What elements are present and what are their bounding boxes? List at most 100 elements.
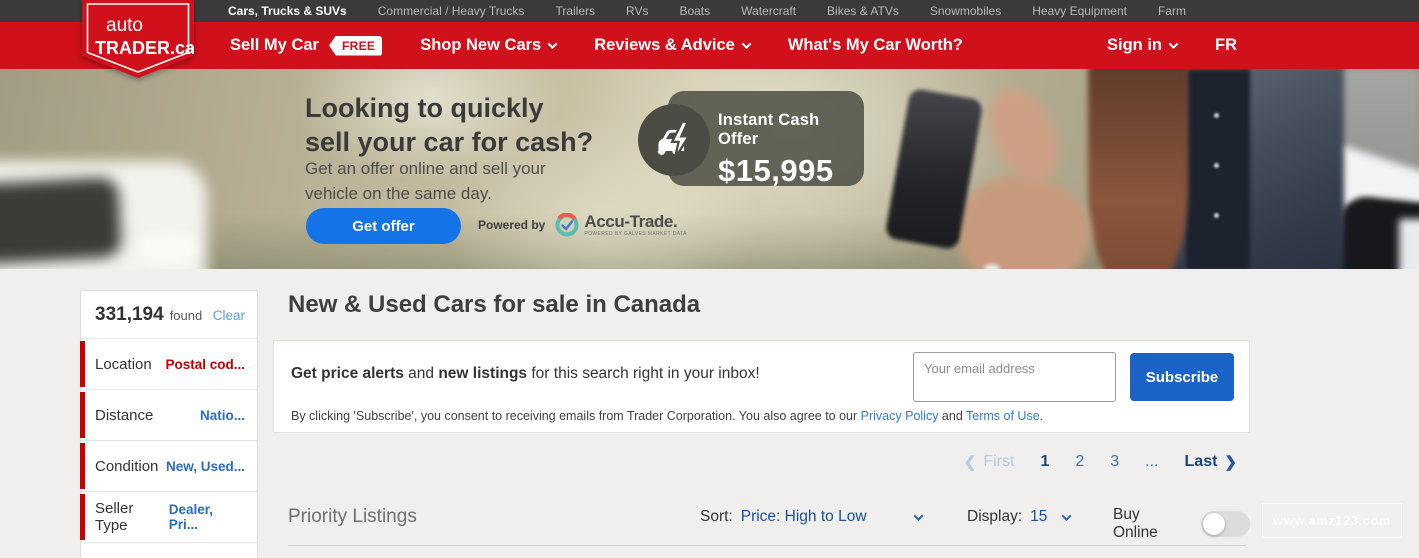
- subscribe-message-rest: for this search right in your inbox!: [527, 365, 760, 382]
- listings-divider: [288, 545, 1246, 546]
- hero-photo-background: [1322, 69, 1419, 214]
- nav-cars-trucks-suvs[interactable]: Cars, Trucks & SUVs: [228, 4, 347, 18]
- hero-subtitle-line1: Get an offer online and sell your: [305, 159, 546, 178]
- accutrade-logo: Accu-Trade. POWERED BY GALVES MARKET DAT…: [555, 213, 687, 237]
- hero-photo-white-car: [0, 161, 207, 269]
- hero-photo-person-shirt: [1186, 69, 1250, 269]
- disclaimer-and: and: [938, 409, 967, 423]
- powered-by-row: Powered by Accu-Trade. POWERED BY GALVES…: [478, 213, 687, 237]
- subscribe-button[interactable]: Subscribe: [1130, 353, 1234, 401]
- filter-seller-type[interactable]: Seller Type Dealer, Pri...: [80, 491, 257, 542]
- nav-farm[interactable]: Farm: [1157, 4, 1186, 18]
- accutrade-check-icon: [555, 213, 579, 237]
- filter-distance[interactable]: Distance Natio...: [80, 389, 257, 440]
- display-dropdown-chevron-icon[interactable]: [1061, 508, 1072, 526]
- hero-photo-shirt-button: [1214, 163, 1219, 168]
- hero-photo-person-hair: [1088, 69, 1188, 269]
- autotrader-logo[interactable]: auto TRADER.ca: [82, 0, 194, 82]
- nav-rvs[interactable]: RVs: [626, 4, 649, 18]
- pagination-page-3[interactable]: 3: [1110, 453, 1120, 470]
- buy-online-toggle[interactable]: [1201, 511, 1250, 537]
- filter-location[interactable]: Location Postal cod...: [80, 338, 257, 389]
- logo-text-auto: auto: [106, 15, 143, 36]
- get-offer-button[interactable]: Get offer: [306, 208, 461, 244]
- main-nav: Sell My Car FREE Shop New Cars Reviews &…: [0, 22, 1419, 69]
- sign-in-menu[interactable]: Sign in: [1107, 36, 1179, 55]
- shop-new-cars-menu[interactable]: Shop New Cars: [420, 36, 558, 55]
- hero-photo-white-car-windshield: [0, 176, 122, 266]
- filter-seller-type-label: Seller Type: [95, 500, 134, 534]
- pagination-last-label: Last: [1184, 453, 1218, 470]
- pagination-first-button[interactable]: ❮ First: [964, 453, 1015, 471]
- sign-in-label: Sign in: [1107, 36, 1162, 54]
- nav-commercial-heavy-trucks[interactable]: Commercial / Heavy Trucks: [377, 4, 525, 18]
- pagination-page-2[interactable]: 2: [1075, 453, 1085, 470]
- hero-headline-line1: Looking to quickly: [305, 93, 544, 123]
- price-alert-subscribe-card: Get price alerts and new listings for th…: [273, 340, 1250, 433]
- nav-bikes-atvs[interactable]: Bikes & ATVs: [827, 4, 899, 18]
- offer-badge-title: Instant Cash Offer: [718, 111, 820, 148]
- accutrade-name: Accu-Trade.: [584, 212, 678, 231]
- hero-photo-shirt-button: [1214, 213, 1219, 218]
- hero-photo-car-window: [1327, 194, 1419, 269]
- nav-heavy-equipment[interactable]: Heavy Equipment: [1032, 4, 1127, 18]
- sort-dropdown-chevron-icon[interactable]: [913, 508, 923, 526]
- language-label: FR: [1215, 36, 1237, 54]
- results-toolbar: Priority Listings Sort: Price: High to L…: [288, 503, 1250, 541]
- hero-subtitle-line2: vehicle on the same day.: [305, 184, 492, 203]
- email-input[interactable]: [913, 352, 1116, 402]
- filter-row-partial: [81, 542, 257, 558]
- filter-condition[interactable]: Condition New, Used...: [80, 440, 257, 491]
- sell-my-car-link[interactable]: Sell My Car FREE: [230, 35, 383, 56]
- terms-of-use-link[interactable]: Terms of Use: [966, 409, 1040, 423]
- nav-snowmobiles[interactable]: Snowmobiles: [929, 4, 1002, 18]
- hero-photo-car-roof: [1287, 133, 1419, 241]
- free-badge: FREE: [328, 35, 383, 56]
- disclaimer-text: By clicking 'Subscribe', you consent to …: [291, 409, 861, 423]
- hero-photo-white-car-mirror: [138, 233, 196, 264]
- clear-filters-link[interactable]: Clear: [212, 308, 245, 323]
- hero-photo-ring: [984, 264, 1000, 269]
- sort-value[interactable]: Price: High to Low: [740, 508, 867, 525]
- subscribe-message-bold2: new listings: [438, 365, 528, 382]
- pagination-first-label: First: [983, 453, 1015, 470]
- subscribe-message-bold1: Get price alerts: [291, 365, 404, 382]
- hero-headline-line2: sell your car for cash?: [305, 127, 594, 157]
- hero-headline: Looking to quickly sell your car for cas…: [305, 91, 593, 159]
- nav-watercraft[interactable]: Watercraft: [741, 4, 797, 18]
- pagination-ellipsis: ...: [1145, 453, 1159, 470]
- whats-my-car-worth-label: What's My Car Worth?: [787, 36, 963, 54]
- results-count-suffix: found: [169, 308, 203, 323]
- filter-condition-value: New, Used...: [165, 458, 245, 474]
- filter-location-value: Postal cod...: [165, 356, 245, 372]
- chevron-left-icon: ❮: [963, 454, 977, 471]
- vehicle-category-nav: Cars, Trucks & SUVs Commercial / Heavy T…: [0, 0, 1419, 22]
- pagination-page-1[interactable]: 1: [1040, 453, 1050, 470]
- hero-photo-hand: [958, 177, 1090, 269]
- filter-seller-type-value: Dealer, Pri...: [168, 502, 214, 532]
- language-toggle-fr[interactable]: FR: [1215, 36, 1237, 55]
- chevron-right-icon: ❯: [1224, 454, 1237, 471]
- hero-photo-finger: [977, 79, 1071, 191]
- hero-photo-phone: [884, 87, 984, 251]
- buy-online-toggle-knob: [1203, 513, 1226, 535]
- display-value[interactable]: 15: [1030, 508, 1048, 525]
- nav-boats[interactable]: Boats: [679, 4, 711, 18]
- priority-listings-title: Priority Listings: [288, 506, 417, 527]
- watermark: www.amz123.com: [1262, 503, 1402, 538]
- filter-location-label: Location: [95, 355, 152, 373]
- filter-distance-value: Natio...: [199, 407, 245, 423]
- privacy-policy-link[interactable]: Privacy Policy: [860, 409, 939, 423]
- nav-trailers[interactable]: Trailers: [555, 4, 595, 18]
- logo-text-trader: TRADER.ca: [95, 38, 194, 58]
- shop-new-cars-label: Shop New Cars: [420, 36, 542, 54]
- page-title: New & Used Cars for sale in Canada: [288, 291, 701, 318]
- hero-photo-car-sill: [1399, 219, 1419, 269]
- chevron-down-icon: [741, 39, 752, 50]
- reviews-advice-menu[interactable]: Reviews & Advice: [594, 36, 752, 55]
- results-count-row: 331,194 found Clear: [81, 291, 257, 338]
- offer-badge-amount: $15,995: [718, 153, 834, 188]
- pagination-last-button[interactable]: Last ❯: [1185, 453, 1237, 471]
- whats-my-car-worth-link[interactable]: What's My Car Worth?: [788, 36, 963, 55]
- subscribe-message: Get price alerts and new listings for th…: [291, 365, 760, 383]
